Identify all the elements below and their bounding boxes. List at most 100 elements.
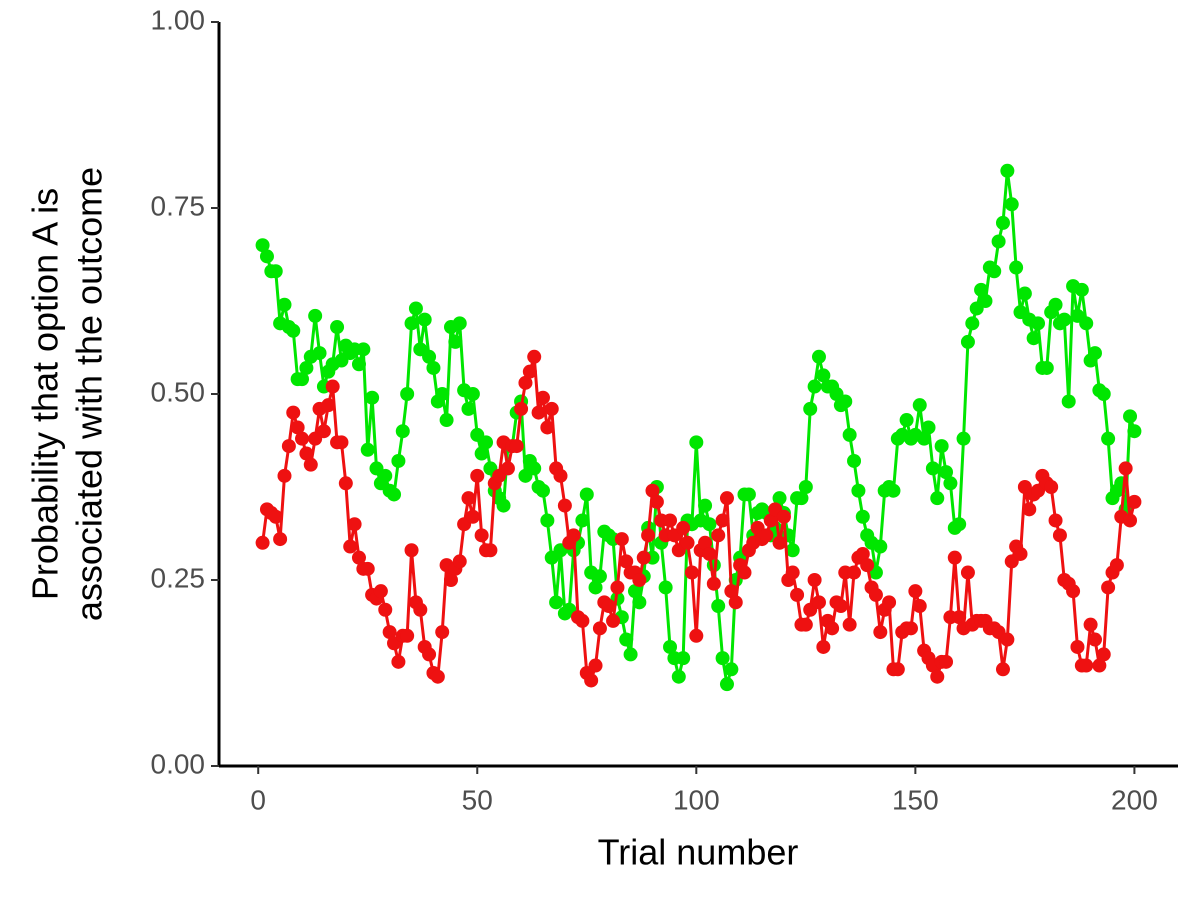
data-point bbox=[549, 595, 564, 610]
data-point bbox=[452, 554, 467, 569]
data-point bbox=[575, 513, 590, 528]
data-point bbox=[890, 662, 905, 677]
data-point bbox=[518, 375, 533, 390]
data-point bbox=[474, 528, 489, 543]
data-point bbox=[636, 550, 651, 565]
data-point bbox=[925, 461, 940, 476]
data-point bbox=[1044, 480, 1059, 494]
data-point bbox=[321, 398, 336, 413]
data-point bbox=[522, 364, 537, 379]
data-point bbox=[535, 390, 550, 405]
data-point bbox=[719, 677, 734, 692]
data-point bbox=[465, 387, 480, 401]
data-point bbox=[382, 625, 397, 640]
data-point bbox=[741, 487, 756, 502]
data-point bbox=[676, 651, 691, 666]
data-point bbox=[833, 599, 848, 614]
x-tick-label: 50 bbox=[462, 784, 493, 815]
data-point bbox=[912, 398, 927, 413]
data-point bbox=[470, 468, 485, 483]
data-point bbox=[715, 651, 730, 666]
data-point bbox=[1013, 546, 1028, 561]
data-point bbox=[273, 532, 288, 547]
data-point bbox=[461, 401, 476, 416]
data-point bbox=[334, 435, 349, 450]
data-point bbox=[719, 491, 734, 506]
data-point bbox=[921, 420, 936, 435]
data-point bbox=[960, 334, 975, 349]
data-point bbox=[1057, 312, 1072, 327]
data-point bbox=[930, 669, 945, 684]
data-point bbox=[619, 554, 634, 569]
data-point bbox=[588, 658, 603, 673]
y-axis-title-line: associated with the outcome bbox=[69, 167, 110, 621]
data-point bbox=[531, 405, 546, 420]
data-point bbox=[1083, 617, 1098, 632]
data-point bbox=[1101, 431, 1116, 446]
data-point bbox=[1048, 297, 1063, 312]
data-point bbox=[391, 654, 406, 669]
data-point bbox=[461, 491, 476, 506]
data-point bbox=[1079, 658, 1094, 673]
data-point bbox=[855, 546, 870, 561]
data-point bbox=[1031, 316, 1046, 331]
data-point bbox=[295, 431, 310, 446]
data-point bbox=[277, 468, 292, 483]
y-axis-title-line: Probability that option A is bbox=[25, 188, 66, 600]
data-point bbox=[995, 662, 1010, 677]
data-point bbox=[299, 446, 314, 461]
data-point bbox=[295, 372, 310, 387]
data-point bbox=[1079, 316, 1094, 331]
y-tick-label: 0.50 bbox=[151, 376, 206, 407]
data-point bbox=[645, 483, 660, 498]
data-point bbox=[338, 476, 353, 491]
data-point bbox=[575, 613, 590, 628]
data-point bbox=[939, 654, 954, 669]
data-point bbox=[496, 498, 511, 513]
data-point bbox=[395, 424, 410, 439]
data-point bbox=[281, 439, 296, 454]
data-point bbox=[794, 491, 809, 506]
data-point bbox=[1039, 360, 1054, 375]
data-point bbox=[658, 580, 673, 595]
data-point bbox=[1070, 639, 1085, 654]
data-point bbox=[404, 543, 419, 558]
data-point bbox=[680, 535, 695, 550]
data-point bbox=[860, 558, 875, 573]
data-point bbox=[448, 334, 463, 349]
data-point bbox=[790, 587, 805, 602]
data-point bbox=[671, 669, 686, 684]
data-point bbox=[1000, 163, 1015, 178]
data-point bbox=[544, 401, 559, 416]
data-point bbox=[1096, 387, 1111, 401]
data-point bbox=[268, 264, 283, 279]
data-point bbox=[842, 617, 857, 632]
data-point bbox=[1048, 513, 1063, 528]
data-point bbox=[373, 584, 388, 599]
data-point bbox=[601, 599, 616, 614]
data-point bbox=[360, 561, 375, 576]
data-point bbox=[1061, 394, 1076, 409]
data-point bbox=[584, 673, 599, 688]
data-point bbox=[763, 513, 778, 528]
data-point bbox=[1017, 286, 1032, 301]
data-point bbox=[851, 483, 866, 498]
data-point bbox=[772, 491, 787, 506]
data-point bbox=[698, 498, 713, 513]
data-point bbox=[483, 543, 498, 558]
data-point bbox=[1123, 409, 1138, 424]
data-point bbox=[886, 483, 901, 498]
data-point bbox=[974, 282, 989, 297]
data-point bbox=[465, 509, 480, 524]
data-point bbox=[627, 584, 642, 599]
data-point bbox=[1074, 282, 1089, 297]
y-tick-label: 1.00 bbox=[151, 4, 206, 35]
data-point bbox=[825, 621, 840, 636]
data-point bbox=[930, 491, 945, 506]
data-point bbox=[360, 442, 375, 457]
data-point bbox=[614, 532, 629, 547]
data-point bbox=[772, 535, 787, 550]
data-point bbox=[715, 513, 730, 528]
data-point bbox=[408, 301, 423, 316]
data-point bbox=[356, 342, 371, 357]
